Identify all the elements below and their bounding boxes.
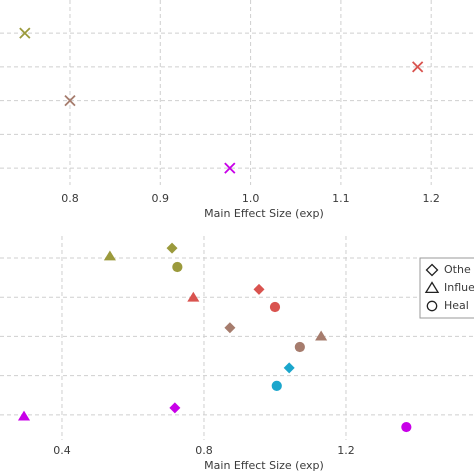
point (294, 341, 305, 353)
legend-marker (424, 281, 440, 294)
point (187, 291, 200, 302)
legend-label: Influe (444, 281, 474, 294)
point (283, 362, 295, 374)
point (224, 162, 236, 174)
x-tick-label: 1.0 (242, 192, 260, 205)
x-axis-label: Main Effect Size (exp) (204, 207, 324, 220)
legend-marker (426, 300, 438, 312)
x-axis-label: Main Effect Size (exp) (204, 459, 324, 472)
legend-marker (425, 263, 439, 277)
legend-label: Heal (444, 299, 469, 312)
x-tick-label: 0.8 (195, 444, 213, 457)
point (315, 330, 328, 341)
point (224, 322, 236, 334)
x-tick-label: 0.8 (61, 192, 79, 205)
point (103, 250, 116, 261)
x-tick-label: 1.1 (332, 192, 350, 205)
legend-label: Othe (444, 263, 471, 276)
point (169, 402, 181, 414)
point (412, 61, 424, 73)
point (166, 242, 178, 254)
point (253, 283, 265, 295)
point (172, 261, 183, 273)
x-tick-label: 0.9 (152, 192, 170, 205)
x-tick-label: 1.2 (337, 444, 355, 457)
x-tick-label: 1.2 (422, 192, 440, 205)
point (269, 301, 281, 313)
point (401, 421, 412, 433)
x-tick-label: 0.4 (53, 444, 71, 457)
point (17, 410, 31, 421)
point (19, 27, 31, 39)
point (64, 94, 76, 107)
point (271, 380, 282, 391)
